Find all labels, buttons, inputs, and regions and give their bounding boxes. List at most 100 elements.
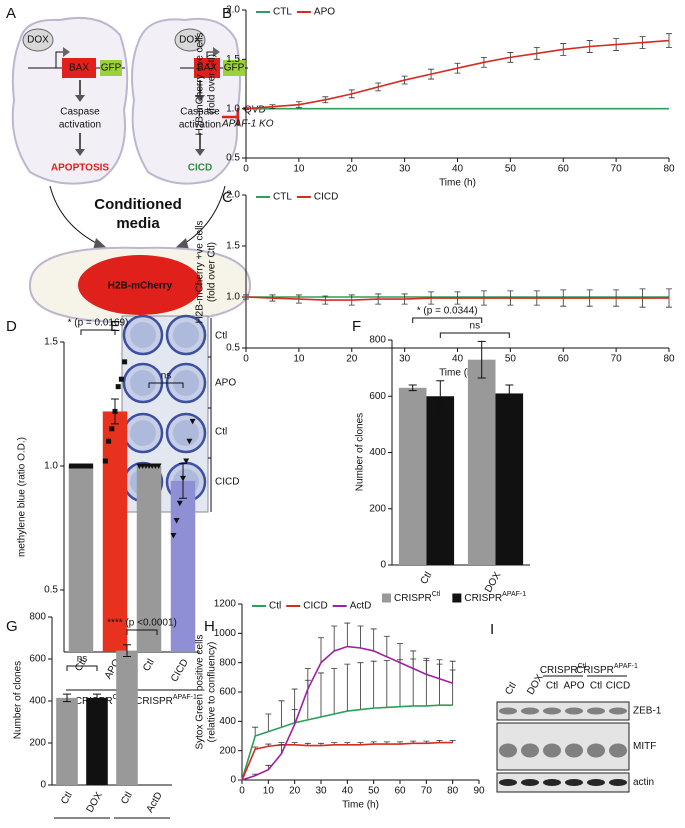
label-base: CRISPR — [576, 665, 614, 676]
error-bar — [331, 668, 338, 714]
x-tick-label: 50 — [505, 354, 517, 365]
diagram: A DOX BAX GFP Caspase activation APOPTOS… — [6, 5, 274, 324]
arrow — [181, 185, 226, 246]
x-tick-label: 0 — [239, 786, 245, 797]
band — [521, 707, 539, 715]
label-base: CRISPR — [135, 696, 173, 707]
y-tick-label: 1.5 — [44, 337, 58, 348]
y-axis-label: (relative to confluency) — [207, 642, 218, 743]
x-tick-label: 20 — [346, 164, 358, 175]
x-axis-label: Time (h) — [439, 368, 476, 379]
label-base: CRISPR — [464, 593, 502, 604]
blot-row — [496, 701, 630, 721]
error-bar — [449, 669, 456, 684]
error-bar — [477, 340, 486, 379]
point — [72, 463, 78, 469]
arrow — [195, 95, 205, 102]
error-bar — [410, 650, 417, 669]
y-tick-label: 400 — [369, 447, 386, 458]
well-inner — [130, 322, 156, 348]
point — [122, 359, 128, 365]
bar — [56, 697, 78, 785]
series-line — [241, 741, 453, 781]
well-inner — [130, 420, 156, 446]
x-tick-label: 30 — [399, 164, 411, 175]
x-tick-label: 20 — [346, 354, 358, 365]
error-bar — [383, 660, 390, 708]
panel-label: B — [222, 5, 232, 22]
y-tick-label: 200 — [29, 738, 46, 749]
band — [565, 743, 583, 758]
band — [565, 779, 583, 786]
x-tick-label: 80 — [663, 354, 675, 365]
y-tick-label: 1.5 — [226, 54, 240, 65]
error-bar — [318, 637, 324, 663]
band — [587, 743, 605, 758]
error-bar — [291, 709, 298, 725]
band — [499, 707, 517, 715]
bracket — [126, 629, 158, 635]
bar — [102, 411, 128, 652]
row-label: MITF — [633, 741, 656, 752]
band — [609, 707, 627, 715]
target-label: H2B-mCherry — [108, 281, 173, 292]
error-bar — [505, 384, 514, 403]
point — [68, 463, 74, 469]
error-bar — [331, 625, 338, 651]
x-tick-label: 0 — [243, 354, 249, 365]
label-sup: Ctl — [432, 591, 441, 598]
band — [499, 779, 517, 786]
error-bar — [408, 384, 417, 392]
label: CRISPRAPAF-1 — [576, 663, 638, 676]
bax-box — [194, 58, 220, 78]
arrow — [174, 238, 189, 250]
bracket — [208, 318, 212, 512]
annotation: ns — [470, 321, 481, 332]
legend-label: CTL — [273, 192, 292, 203]
x-tick-label: 50 — [505, 164, 517, 175]
well-inner — [173, 420, 199, 446]
arrow — [213, 47, 220, 57]
y-axis-label: H2B-mCherry +ve cells — [195, 220, 206, 323]
x-tick-label: 70 — [611, 354, 623, 365]
y-tick-label: 0 — [380, 560, 386, 571]
y-tick-label: 0.5 — [226, 153, 240, 164]
point — [183, 458, 190, 465]
row-label: Ctl — [215, 427, 227, 438]
panel-label: I — [490, 621, 494, 638]
x-tick-label: Ctl — [141, 657, 157, 673]
band — [521, 743, 539, 758]
x-tick-label: CICD — [169, 657, 191, 684]
x-tick-label: DOX — [483, 570, 504, 595]
gfp-box — [100, 60, 122, 76]
outcome: APOPTOSIS — [51, 163, 109, 174]
error-bar — [63, 693, 71, 703]
x-tick-label: 60 — [558, 164, 570, 175]
well-inner — [130, 370, 156, 396]
x-tick-label: 90 — [473, 786, 485, 797]
bax-label: BAX — [69, 63, 89, 74]
point — [112, 408, 118, 414]
x-axis-label: Time (h) — [439, 178, 476, 189]
bracket — [439, 332, 510, 338]
label-base: CRISPR — [540, 665, 578, 676]
blot-row — [496, 772, 630, 793]
inhibition — [222, 108, 240, 126]
x-tick-label: 10 — [293, 164, 305, 175]
legend-label: APO — [314, 7, 335, 18]
x-tick-label: DOX — [85, 790, 106, 815]
label: CRISPRAPAF-1 — [135, 694, 197, 707]
bracket — [412, 317, 483, 323]
x-tick-label: Ctl — [419, 570, 435, 586]
y-axis-label: (fold over Ctl) — [207, 242, 218, 302]
annotation: * (p = 0.0169) — [68, 318, 129, 329]
band — [609, 779, 627, 786]
gfp-label: GFP — [101, 63, 122, 74]
label-sup: APAF-1 — [173, 694, 197, 701]
dox — [174, 28, 206, 52]
well-inner — [173, 370, 199, 396]
arrow — [63, 47, 70, 57]
y-tick-label: 800 — [219, 657, 236, 668]
point — [109, 426, 115, 432]
panel-label: D — [6, 318, 17, 335]
